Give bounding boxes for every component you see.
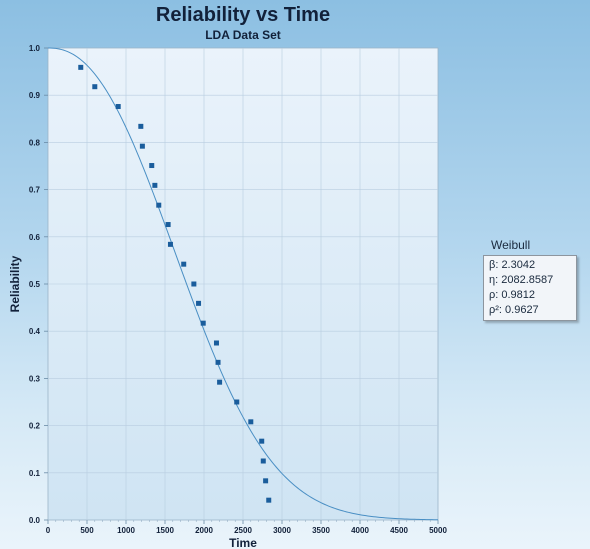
y-tick-label: 0.8 bbox=[29, 138, 41, 147]
data-point bbox=[191, 281, 197, 287]
data-point bbox=[92, 84, 98, 90]
data-point bbox=[215, 359, 221, 365]
x-axis-label: Time bbox=[229, 536, 257, 549]
legend-beta: β: 2.3042 bbox=[489, 259, 536, 271]
legend-rho: ρ: 0.9812 bbox=[489, 289, 536, 301]
data-point bbox=[260, 458, 266, 464]
data-point bbox=[196, 300, 202, 306]
legend-title: Weibull bbox=[491, 238, 531, 252]
chart-title: Reliability vs Time bbox=[155, 4, 331, 26]
data-point bbox=[138, 123, 144, 129]
y-tick-label: 0.0 bbox=[29, 516, 41, 525]
data-point bbox=[200, 320, 206, 326]
x-tick-label: 0 bbox=[46, 526, 51, 535]
data-point bbox=[115, 104, 121, 110]
data-point bbox=[152, 182, 158, 188]
y-tick-label: 0.1 bbox=[29, 469, 41, 478]
y-axis-label: Reliability bbox=[8, 255, 22, 312]
weibull-fit-curve bbox=[47, 47, 439, 521]
data-point bbox=[213, 340, 219, 346]
chart-subtitle: LDA Data Set bbox=[205, 28, 281, 42]
data-point bbox=[156, 202, 162, 208]
data-point bbox=[266, 497, 272, 503]
x-tick-label: 500 bbox=[80, 526, 94, 535]
y-tick-label: 0.5 bbox=[29, 280, 41, 289]
x-tick-label: 2500 bbox=[234, 526, 252, 535]
data-point bbox=[217, 379, 223, 385]
grid bbox=[48, 48, 438, 520]
data-point bbox=[181, 261, 187, 267]
legend-eta: η: 2082.8587 bbox=[489, 274, 554, 286]
data-point bbox=[167, 241, 173, 247]
x-tick-label: 4500 bbox=[390, 526, 408, 535]
data-point bbox=[78, 64, 84, 70]
x-tick-label: 4000 bbox=[351, 526, 369, 535]
legend-rho-squared: ρ²: 0.9627 bbox=[489, 304, 539, 316]
data-point bbox=[165, 222, 171, 228]
y-tick-label: 0.4 bbox=[29, 327, 41, 336]
y-tick-label: 0.9 bbox=[29, 91, 41, 100]
y-tick-label: 0.2 bbox=[29, 422, 41, 431]
x-tick-label: 1000 bbox=[117, 526, 135, 535]
axis-ticks bbox=[44, 47, 439, 524]
x-tick-label: 5000 bbox=[429, 526, 447, 535]
tick-labels: 0 500 1000 1500 2000 2500 3000 3500 4000 4500 5000… bbox=[29, 44, 448, 535]
x-tick-label: 1500 bbox=[156, 526, 174, 535]
y-tick-label: 1.0 bbox=[29, 44, 41, 53]
data-points bbox=[78, 64, 272, 503]
data-point bbox=[149, 163, 155, 169]
legend-box: β: 2.3042 η: 2082.8587 ρ: 0.9812 ρ²: 0.9… bbox=[483, 255, 577, 321]
x-tick-label: 2000 bbox=[195, 526, 213, 535]
y-tick-label: 0.3 bbox=[29, 374, 41, 383]
y-tick-label: 0.7 bbox=[29, 186, 41, 195]
data-point bbox=[234, 399, 240, 405]
x-tick-label: 3000 bbox=[273, 526, 291, 535]
data-point bbox=[248, 419, 254, 425]
data-point bbox=[259, 438, 265, 444]
y-tick-label: 0.6 bbox=[29, 233, 41, 242]
data-point bbox=[263, 478, 269, 484]
x-tick-label: 3500 bbox=[312, 526, 330, 535]
data-point bbox=[139, 143, 145, 149]
